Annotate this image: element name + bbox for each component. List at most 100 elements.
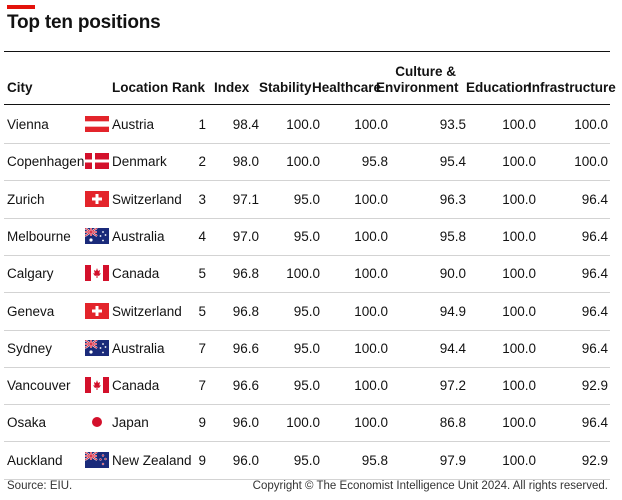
cell-stability: 100.0 bbox=[286, 266, 320, 282]
cell-rank: 9 bbox=[198, 415, 206, 431]
canada-flag-icon bbox=[85, 377, 109, 394]
cell-stability: 100.0 bbox=[286, 415, 320, 431]
cell-city: Sydney bbox=[7, 340, 53, 356]
table-row: Sydney Australia 7 96.6 95.0 100.0 94.4 100.0 96… bbox=[4, 330, 610, 368]
switzerland-flag-icon bbox=[85, 302, 109, 319]
cell-index: 97.1 bbox=[232, 191, 259, 207]
cell-education: 100.0 bbox=[502, 303, 536, 319]
header-education: Education bbox=[466, 80, 532, 95]
cell-city: Zurich bbox=[7, 191, 45, 207]
cell-rank: 2 bbox=[198, 154, 206, 170]
cell-culture-environment: 93.5 bbox=[439, 117, 466, 132]
table-row: Zurich Switzerland 3 97.1 95.0 100.0 96.3 100.0… bbox=[4, 181, 610, 219]
table-row: Vancouver Canada 7 96.6 95.0 100.0 97.2 100.0 92… bbox=[4, 367, 610, 406]
cell-location: Switzerland bbox=[112, 191, 182, 207]
header-healthcare: Healthcare bbox=[312, 80, 382, 95]
cell-education: 100.0 bbox=[502, 452, 536, 468]
cell-stability: 95.0 bbox=[293, 452, 320, 468]
cell-education: 100.0 bbox=[502, 154, 536, 170]
cell-index: 96.6 bbox=[232, 378, 259, 394]
table-row: Calgary Canada 5 96.8 100.0 100.0 90.0 100.0 96.… bbox=[4, 255, 610, 294]
cell-education: 100.0 bbox=[502, 378, 536, 394]
cell-stability: 95.0 bbox=[293, 191, 320, 207]
cell-rank: 9 bbox=[198, 452, 206, 468]
cell-culture-environment: 90.0 bbox=[439, 266, 466, 282]
cell-index: 98.4 bbox=[232, 117, 259, 132]
cell-index: 97.0 bbox=[232, 228, 259, 244]
cell-rank: 5 bbox=[198, 303, 206, 319]
cell-infrastructure: 96.4 bbox=[581, 228, 608, 244]
cell-healthcare: 100.0 bbox=[354, 117, 388, 132]
source-note: Source: EIU. bbox=[7, 480, 73, 492]
header-culture-line1: Culture & bbox=[395, 64, 456, 79]
cell-index: 96.8 bbox=[232, 303, 259, 319]
cell-healthcare: 95.8 bbox=[361, 154, 388, 170]
denmark-flag-icon bbox=[85, 153, 109, 170]
cell-rank: 7 bbox=[198, 378, 206, 394]
cell-infrastructure: 96.4 bbox=[581, 303, 608, 319]
accent-bar bbox=[7, 5, 35, 9]
cell-city: Vienna bbox=[7, 117, 49, 132]
cell-rank: 7 bbox=[198, 340, 206, 356]
cell-infrastructure: 100.0 bbox=[574, 154, 608, 170]
cell-location: Japan bbox=[112, 415, 149, 431]
cell-culture-environment: 97.9 bbox=[439, 452, 466, 468]
table-row: Auckland New Zealand 9 96.0 95.0 95.8 97.9 100.… bbox=[4, 442, 610, 480]
cell-location: Canada bbox=[112, 378, 160, 394]
cell-culture-environment: 95.8 bbox=[439, 228, 466, 244]
cell-index: 96.6 bbox=[232, 340, 259, 356]
cell-culture-environment: 96.3 bbox=[439, 191, 466, 207]
cell-location: Australia bbox=[112, 340, 165, 356]
cell-healthcare: 100.0 bbox=[354, 191, 388, 207]
cell-healthcare: 100.0 bbox=[354, 378, 388, 394]
cell-culture-environment: 94.9 bbox=[439, 303, 466, 319]
header-rule bbox=[4, 104, 610, 105]
table-row: Melbourne Australia 4 97.0 95.0 100.0 95.8 100.… bbox=[4, 218, 610, 256]
cell-city: Copenhagen bbox=[7, 154, 85, 170]
cell-rank: 3 bbox=[198, 191, 206, 207]
cell-city: Vancouver bbox=[7, 378, 71, 394]
cell-infrastructure: 96.4 bbox=[581, 415, 608, 431]
cell-culture-environment: 86.8 bbox=[439, 415, 466, 431]
australia-flag-icon bbox=[85, 227, 109, 244]
new-zealand-flag-icon bbox=[85, 451, 109, 468]
cell-education: 100.0 bbox=[502, 415, 536, 431]
australia-flag-icon bbox=[85, 339, 109, 356]
cell-location: Australia bbox=[112, 228, 165, 244]
cell-infrastructure: 92.9 bbox=[581, 378, 608, 394]
table-row: Copenhagen Denmark 2 98.0 100.0 95.8 95.4 100.0… bbox=[4, 143, 610, 182]
cell-location: New Zealand bbox=[112, 452, 192, 468]
cell-infrastructure: 96.4 bbox=[581, 266, 608, 282]
cell-healthcare: 100.0 bbox=[354, 228, 388, 244]
cell-stability: 95.0 bbox=[293, 228, 320, 244]
switzerland-flag-icon bbox=[85, 190, 109, 207]
cell-index: 98.0 bbox=[232, 154, 259, 170]
cell-culture-environment: 97.2 bbox=[439, 378, 466, 394]
cell-city: Melbourne bbox=[7, 228, 71, 244]
cell-city: Osaka bbox=[7, 415, 47, 431]
cell-location: Denmark bbox=[112, 154, 167, 170]
cell-location: Austria bbox=[112, 117, 155, 132]
cell-stability: 95.0 bbox=[293, 378, 320, 394]
copyright-note: Copyright © The Economist Intelligence U… bbox=[252, 480, 608, 492]
cell-city: Geneva bbox=[7, 303, 55, 319]
header-location: Location bbox=[112, 80, 169, 95]
cell-city: Auckland bbox=[7, 452, 63, 468]
cell-culture-environment: 95.4 bbox=[439, 154, 466, 170]
cell-rank: 1 bbox=[198, 117, 206, 132]
header-city: City bbox=[7, 80, 33, 95]
japan-flag-icon bbox=[85, 414, 109, 431]
cell-rank: 5 bbox=[198, 266, 206, 282]
cell-index: 96.8 bbox=[232, 266, 259, 282]
header-infrastructure: Infrastructure bbox=[528, 80, 616, 95]
table-header: City Location Rank Index Stability Healt… bbox=[4, 62, 616, 104]
cell-healthcare: 100.0 bbox=[354, 340, 388, 356]
cell-index: 96.0 bbox=[232, 452, 259, 468]
cell-rank: 4 bbox=[198, 228, 206, 244]
cell-location: Canada bbox=[112, 266, 160, 282]
header-stability: Stability bbox=[259, 80, 312, 95]
cell-infrastructure: 92.9 bbox=[581, 452, 608, 468]
page-title: Top ten positions bbox=[7, 12, 161, 33]
table-row: Geneva Switzerland 5 96.8 95.0 100.0 94.9 100.0… bbox=[4, 293, 610, 331]
header-culture: Culture & Environment bbox=[376, 64, 459, 96]
